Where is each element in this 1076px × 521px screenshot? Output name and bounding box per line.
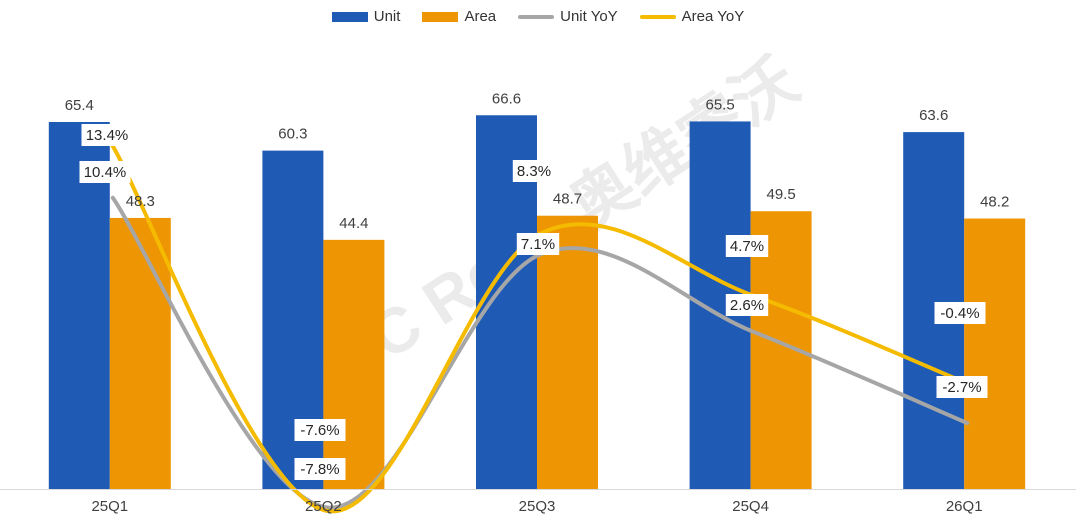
legend-swatch-unit [331, 11, 368, 22]
data-label-unit-yoy-25Q4: 2.6% [725, 294, 769, 316]
bar-area-25Q4[interactable] [750, 211, 812, 489]
svg-text:-7.6%: -7.6% [300, 422, 339, 439]
svg-text:13.4%: 13.4% [86, 127, 129, 144]
line-unit-yoy[interactable] [110, 195, 970, 510]
x-tick-label-25Q3: 25Q3 [519, 498, 556, 515]
data-label-area-yoy-25Q3: 8.3% [512, 160, 556, 182]
svg-text:7.1%: 7.1% [521, 236, 555, 253]
data-label-area-yoy-25Q2: -7.8% [294, 458, 346, 480]
legend-item-unit-yoy[interactable]: Unit YoY [518, 8, 618, 25]
x-tick-label-26Q1: 26Q1 [946, 498, 983, 515]
x-tick-label-25Q2: 25Q2 [305, 498, 342, 515]
legend-label-unit-yoy: Unit YoY [560, 8, 618, 25]
bar-area-25Q1[interactable] [109, 217, 171, 489]
watermark-text: AVC Revo 奥维睿沃 [286, 44, 810, 419]
data-label-unit-26Q1: 63.6 [919, 107, 948, 124]
x-tick-label-25Q1: 25Q1 [91, 498, 128, 515]
bar-unit-25Q4[interactable] [689, 121, 751, 489]
data-label-area-25Q2: 44.4 [339, 215, 368, 232]
data-label-unit-25Q3: 66.6 [492, 90, 521, 107]
legend: Unit Area Unit YoY Area YoY [0, 8, 1076, 25]
data-label-unit-yoy-25Q3: 7.1% [516, 233, 560, 255]
data-label-unit-25Q1: 65.4 [65, 97, 94, 114]
data-label-area-yoy-25Q1: 13.4% [81, 124, 133, 146]
data-label-unit-25Q2: 60.3 [278, 126, 307, 143]
svg-text:4.7%: 4.7% [730, 238, 764, 255]
data-label-area-26Q1: 48.2 [980, 194, 1009, 211]
data-label-unit-yoy-26Q1: -2.7% [936, 376, 988, 398]
bar-unit-26Q1[interactable] [903, 132, 965, 489]
data-label-area-25Q4: 49.5 [766, 186, 795, 203]
legend-item-unit[interactable]: Unit [331, 8, 401, 25]
legend-swatch-unit-yoy [518, 14, 555, 19]
svg-text:-7.8%: -7.8% [300, 461, 339, 478]
bar-unit-25Q2[interactable] [262, 150, 324, 489]
bar-area-26Q1[interactable] [964, 218, 1026, 489]
data-label-area-25Q3: 48.7 [553, 191, 582, 208]
bar-unit-25Q1[interactable] [48, 122, 110, 489]
legend-swatch-area-yoy [639, 14, 676, 19]
legend-item-area-yoy[interactable]: Area YoY [639, 8, 745, 25]
legend-label-unit: Unit [373, 8, 401, 25]
svg-text:10.4%: 10.4% [84, 164, 127, 181]
data-label-area-25Q1: 48.3 [126, 193, 155, 210]
svg-text:8.3%: 8.3% [517, 163, 551, 180]
line-area-yoy[interactable] [110, 144, 970, 514]
bar-area-25Q2[interactable] [323, 239, 385, 489]
data-label-unit-25Q4: 65.5 [705, 96, 734, 113]
svg-text:-0.4%: -0.4% [940, 305, 979, 322]
data-label-area-yoy-25Q4: 4.7% [725, 235, 769, 257]
data-label-unit-yoy-25Q1: 10.4% [79, 161, 131, 183]
data-label-unit-yoy-25Q2: -7.6% [294, 419, 346, 441]
bar-area-25Q3[interactable] [537, 215, 598, 490]
bar-unit-25Q3[interactable] [476, 115, 537, 489]
svg-text:2.6%: 2.6% [730, 297, 764, 314]
data-label-area-yoy-26Q1: -0.4% [934, 302, 986, 324]
legend-swatch-area [422, 11, 459, 22]
legend-label-area: Area [464, 8, 497, 25]
x-tick-label-25Q4: 25Q4 [732, 498, 769, 515]
legend-item-area[interactable]: Area [422, 8, 496, 25]
legend-label-area-yoy: Area YoY [681, 8, 745, 25]
svg-text:-2.7%: -2.7% [942, 379, 981, 396]
